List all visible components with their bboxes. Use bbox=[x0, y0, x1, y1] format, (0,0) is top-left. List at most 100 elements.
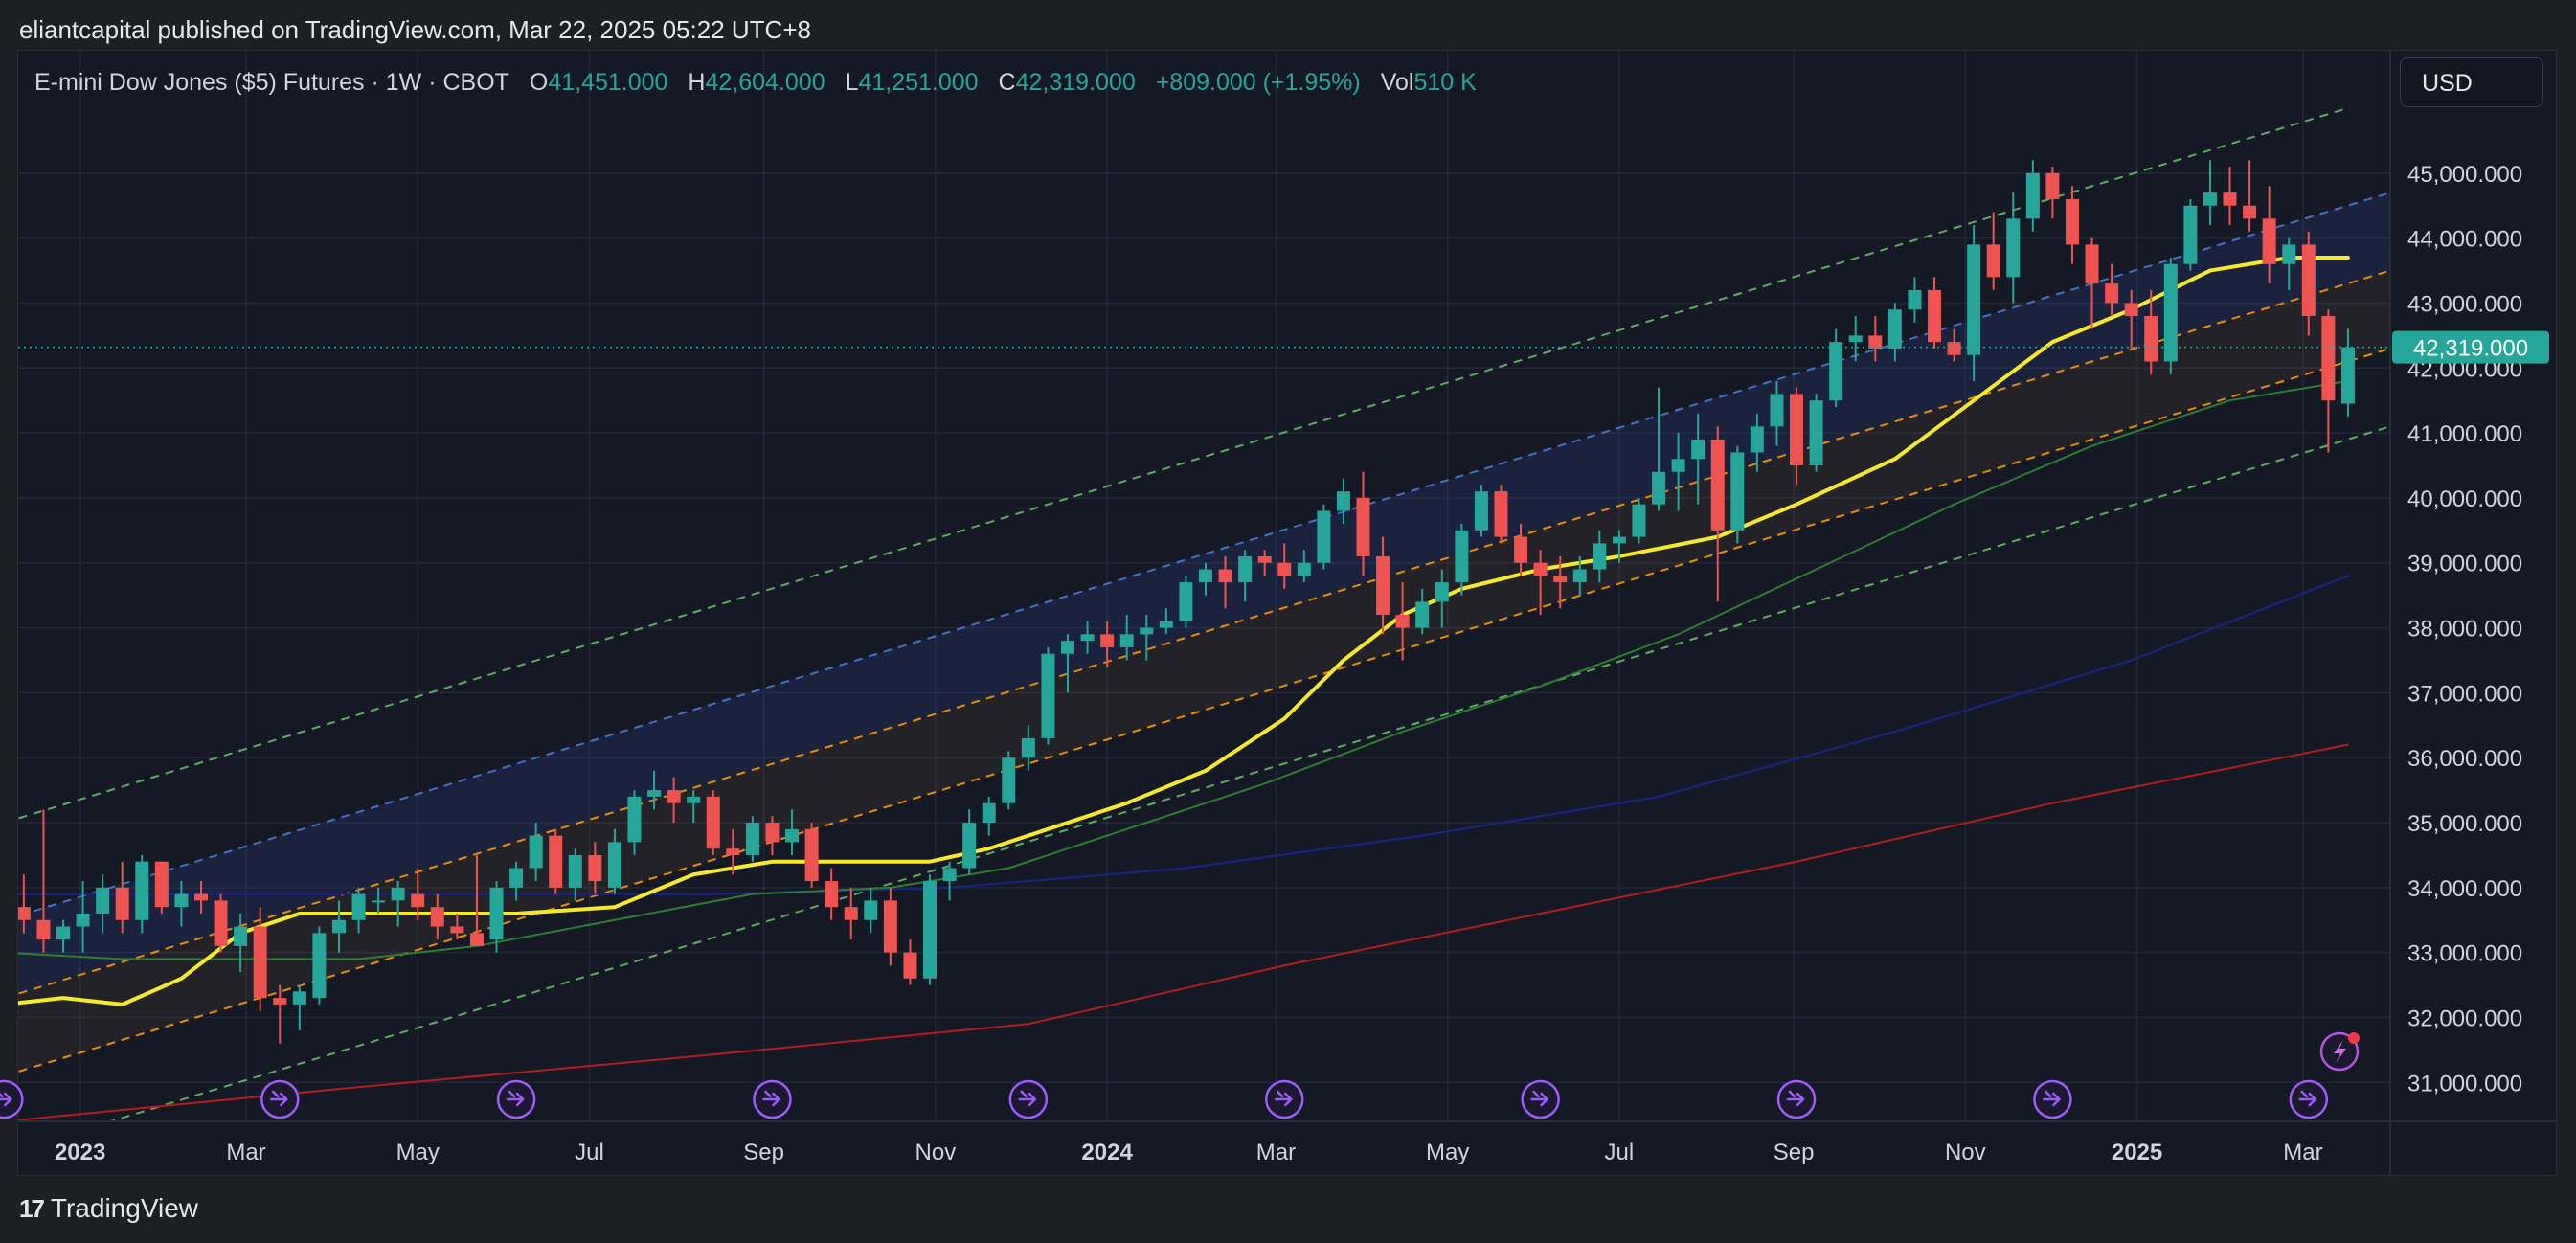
candle bbox=[1710, 426, 1725, 602]
currency-button[interactable]: USD bbox=[2400, 57, 2543, 107]
candle-body bbox=[351, 893, 366, 920]
candle-body bbox=[1198, 569, 1212, 583]
candle-body bbox=[1041, 653, 1055, 738]
candle-body bbox=[1514, 536, 1528, 563]
dividend-event-icon[interactable] bbox=[1008, 1079, 1049, 1119]
candle-body bbox=[2301, 244, 2316, 317]
dividend-event-icon[interactable] bbox=[0, 1079, 24, 1119]
candle bbox=[1553, 555, 1568, 609]
candle bbox=[469, 854, 484, 946]
candle-body bbox=[1395, 615, 1410, 628]
event-icon-arrow bbox=[506, 1090, 525, 1107]
candle-body bbox=[804, 828, 819, 882]
candle-body bbox=[1848, 335, 1863, 343]
candle-body bbox=[18, 907, 31, 920]
dividend-event-icon[interactable] bbox=[1776, 1079, 1817, 1119]
candle-body bbox=[135, 861, 149, 920]
candle bbox=[154, 861, 169, 914]
dividend-event-icon[interactable] bbox=[1264, 1079, 1304, 1119]
candle bbox=[962, 809, 977, 875]
candle-body bbox=[1632, 504, 1646, 537]
event-icon-arrow bbox=[2298, 1090, 2317, 1107]
candle-body bbox=[1376, 555, 1390, 615]
candle bbox=[1967, 225, 1981, 381]
candle bbox=[76, 881, 90, 953]
x-tick-label: May bbox=[396, 1140, 440, 1165]
ma-mid-line bbox=[18, 379, 2349, 960]
candle-body bbox=[2262, 218, 2276, 264]
candle-body bbox=[1868, 335, 1883, 349]
candle-body bbox=[627, 796, 642, 843]
candle-body bbox=[2085, 244, 2099, 284]
dividend-event-icon[interactable] bbox=[1521, 1079, 1560, 1119]
candle-body bbox=[2223, 192, 2237, 206]
last-price-badge bbox=[2392, 330, 2549, 364]
candle bbox=[450, 913, 464, 940]
event-icon-arrow bbox=[2043, 1090, 2062, 1107]
candle bbox=[1435, 569, 1449, 628]
candle-body bbox=[1356, 497, 1370, 556]
candle-body bbox=[2183, 205, 2198, 264]
candles bbox=[0, 160, 2355, 1044]
candle bbox=[1986, 212, 2000, 290]
dividend-event-icon[interactable] bbox=[496, 1079, 536, 1119]
candle-body bbox=[2025, 172, 2040, 219]
candle-body bbox=[411, 893, 425, 908]
x-tick-label: 2024 bbox=[1081, 1140, 1133, 1165]
candle-body bbox=[726, 848, 740, 855]
candle bbox=[331, 900, 346, 953]
symbol-legend: E-mini Dow Jones ($5) Futures · 1W · CBO… bbox=[34, 69, 1477, 97]
candle bbox=[588, 842, 602, 894]
candle bbox=[1159, 608, 1173, 635]
candle bbox=[825, 868, 839, 920]
candle-body bbox=[2144, 316, 2158, 362]
candle-body bbox=[1750, 426, 1764, 453]
y-tick-label: 32,000.000 bbox=[2407, 1006, 2522, 1031]
lightning-alert-icon[interactable] bbox=[2319, 1031, 2360, 1072]
candle-body bbox=[844, 907, 858, 920]
event-icon-arrow bbox=[1274, 1090, 1294, 1107]
candle bbox=[234, 913, 248, 973]
candle bbox=[391, 881, 405, 927]
x-tick-label: 2023 bbox=[55, 1140, 105, 1165]
candle bbox=[549, 828, 563, 894]
candle bbox=[0, 848, 11, 920]
candle bbox=[1632, 497, 1646, 544]
channel-line-inner-upper bbox=[18, 269, 2390, 995]
last-price-label: 42,319.000 bbox=[2413, 336, 2528, 362]
candle-body bbox=[1317, 510, 1331, 563]
dividend-event-icon[interactable] bbox=[2289, 1079, 2329, 1119]
dividend-event-icon[interactable] bbox=[2033, 1079, 2072, 1119]
x-tick-label: Sep bbox=[743, 1140, 784, 1165]
candle-body bbox=[2340, 347, 2355, 404]
channel-line-outer-upper bbox=[18, 108, 2351, 820]
tradingview-logo-icon: 17 bbox=[19, 1193, 45, 1223]
x-tick-label: Mar bbox=[226, 1140, 265, 1165]
candle bbox=[923, 874, 938, 985]
candle-body bbox=[2124, 303, 2138, 317]
candle bbox=[489, 881, 504, 953]
candle bbox=[1809, 394, 1823, 472]
event-icon-arrow bbox=[1530, 1090, 1549, 1107]
candle bbox=[706, 790, 720, 855]
dividend-event-icon[interactable] bbox=[753, 1079, 792, 1119]
dividend-event-icon[interactable] bbox=[260, 1079, 300, 1119]
candle bbox=[2006, 192, 2021, 304]
candle bbox=[1947, 328, 1961, 362]
candle-body bbox=[36, 919, 51, 940]
candle-body bbox=[2282, 244, 2296, 264]
candle bbox=[1080, 621, 1095, 654]
grid-lines bbox=[18, 51, 2390, 1121]
candle-body bbox=[76, 913, 90, 927]
tradingview-brand[interactable]: 17 TradingView bbox=[19, 1193, 198, 1224]
candle bbox=[135, 854, 149, 934]
candle bbox=[1671, 433, 1685, 511]
candle bbox=[883, 887, 897, 966]
candle bbox=[1652, 387, 1666, 511]
candle bbox=[1317, 504, 1331, 570]
candle bbox=[1908, 277, 1922, 323]
candle-body bbox=[1947, 342, 1961, 355]
candle-body bbox=[1021, 737, 1035, 758]
candle bbox=[1356, 471, 1370, 576]
